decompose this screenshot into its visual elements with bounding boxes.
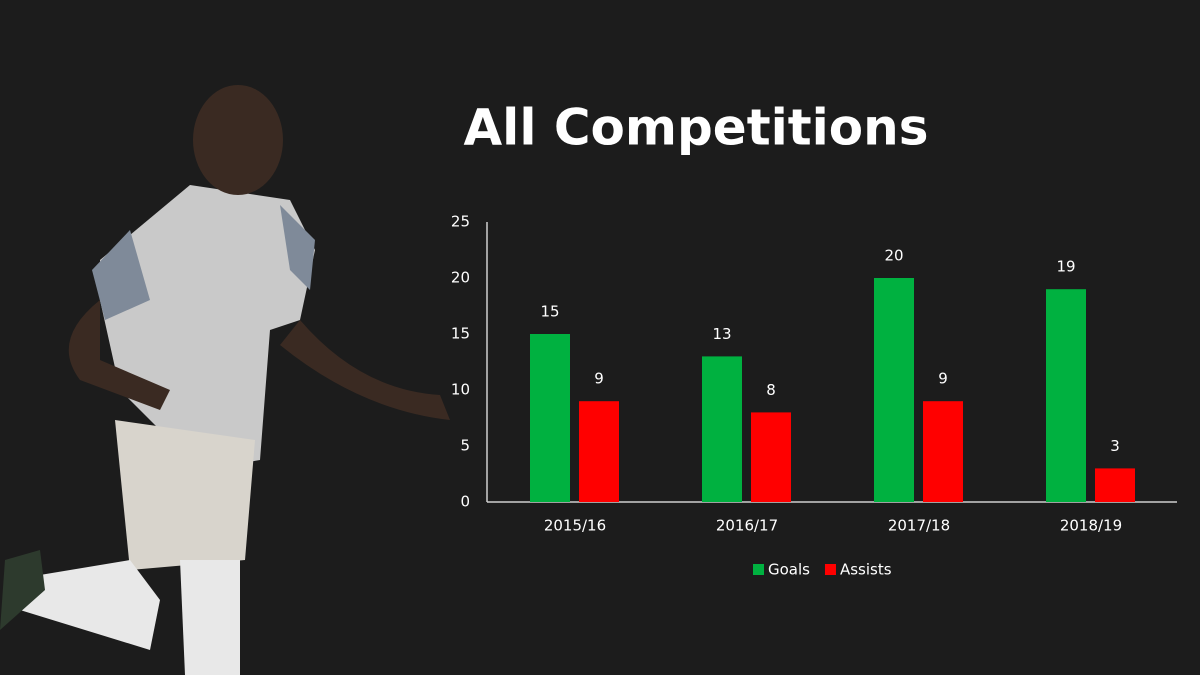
x-tick-label: 2016/17 <box>716 517 778 535</box>
y-tick-label: 20 <box>451 269 470 287</box>
bar <box>751 412 791 502</box>
boot <box>0 550 45 630</box>
chart-title: All Competitions <box>463 99 928 157</box>
legend-label: Assists <box>840 561 892 579</box>
data-label: 19 <box>1056 258 1075 276</box>
leg <box>20 560 160 650</box>
player-figure <box>0 85 450 675</box>
bar <box>530 334 570 502</box>
y-tick-label: 10 <box>451 381 470 399</box>
legend-swatch <box>753 564 764 575</box>
arm <box>280 320 450 420</box>
arm <box>68 300 170 410</box>
x-tick-label: 2017/18 <box>888 517 950 535</box>
sleeve <box>92 230 150 320</box>
data-label: 8 <box>766 381 776 399</box>
y-tick-label: 15 <box>451 325 470 343</box>
data-label: 13 <box>712 325 731 343</box>
bar <box>874 278 914 502</box>
head <box>193 85 283 195</box>
sleeve <box>280 205 315 290</box>
bar <box>702 356 742 502</box>
bar <box>1095 468 1135 502</box>
leg <box>180 560 240 675</box>
shorts <box>115 420 255 570</box>
legend-label: Goals <box>768 561 810 579</box>
bar <box>923 401 963 502</box>
data-label: 20 <box>884 247 903 265</box>
legend-swatch <box>824 564 836 575</box>
bar <box>579 401 619 502</box>
data-label: 3 <box>1110 437 1120 455</box>
bar <box>1046 289 1086 502</box>
data-label: 15 <box>540 303 559 321</box>
y-tick-label: 5 <box>460 437 470 455</box>
x-tick-label: 2015/16 <box>544 517 606 535</box>
y-tick-label: 0 <box>460 493 470 511</box>
data-label: 9 <box>594 370 604 388</box>
y-tick-label: 25 <box>451 213 470 231</box>
x-tick-label: 2018/19 <box>1060 517 1122 535</box>
data-label: 9 <box>938 370 948 388</box>
